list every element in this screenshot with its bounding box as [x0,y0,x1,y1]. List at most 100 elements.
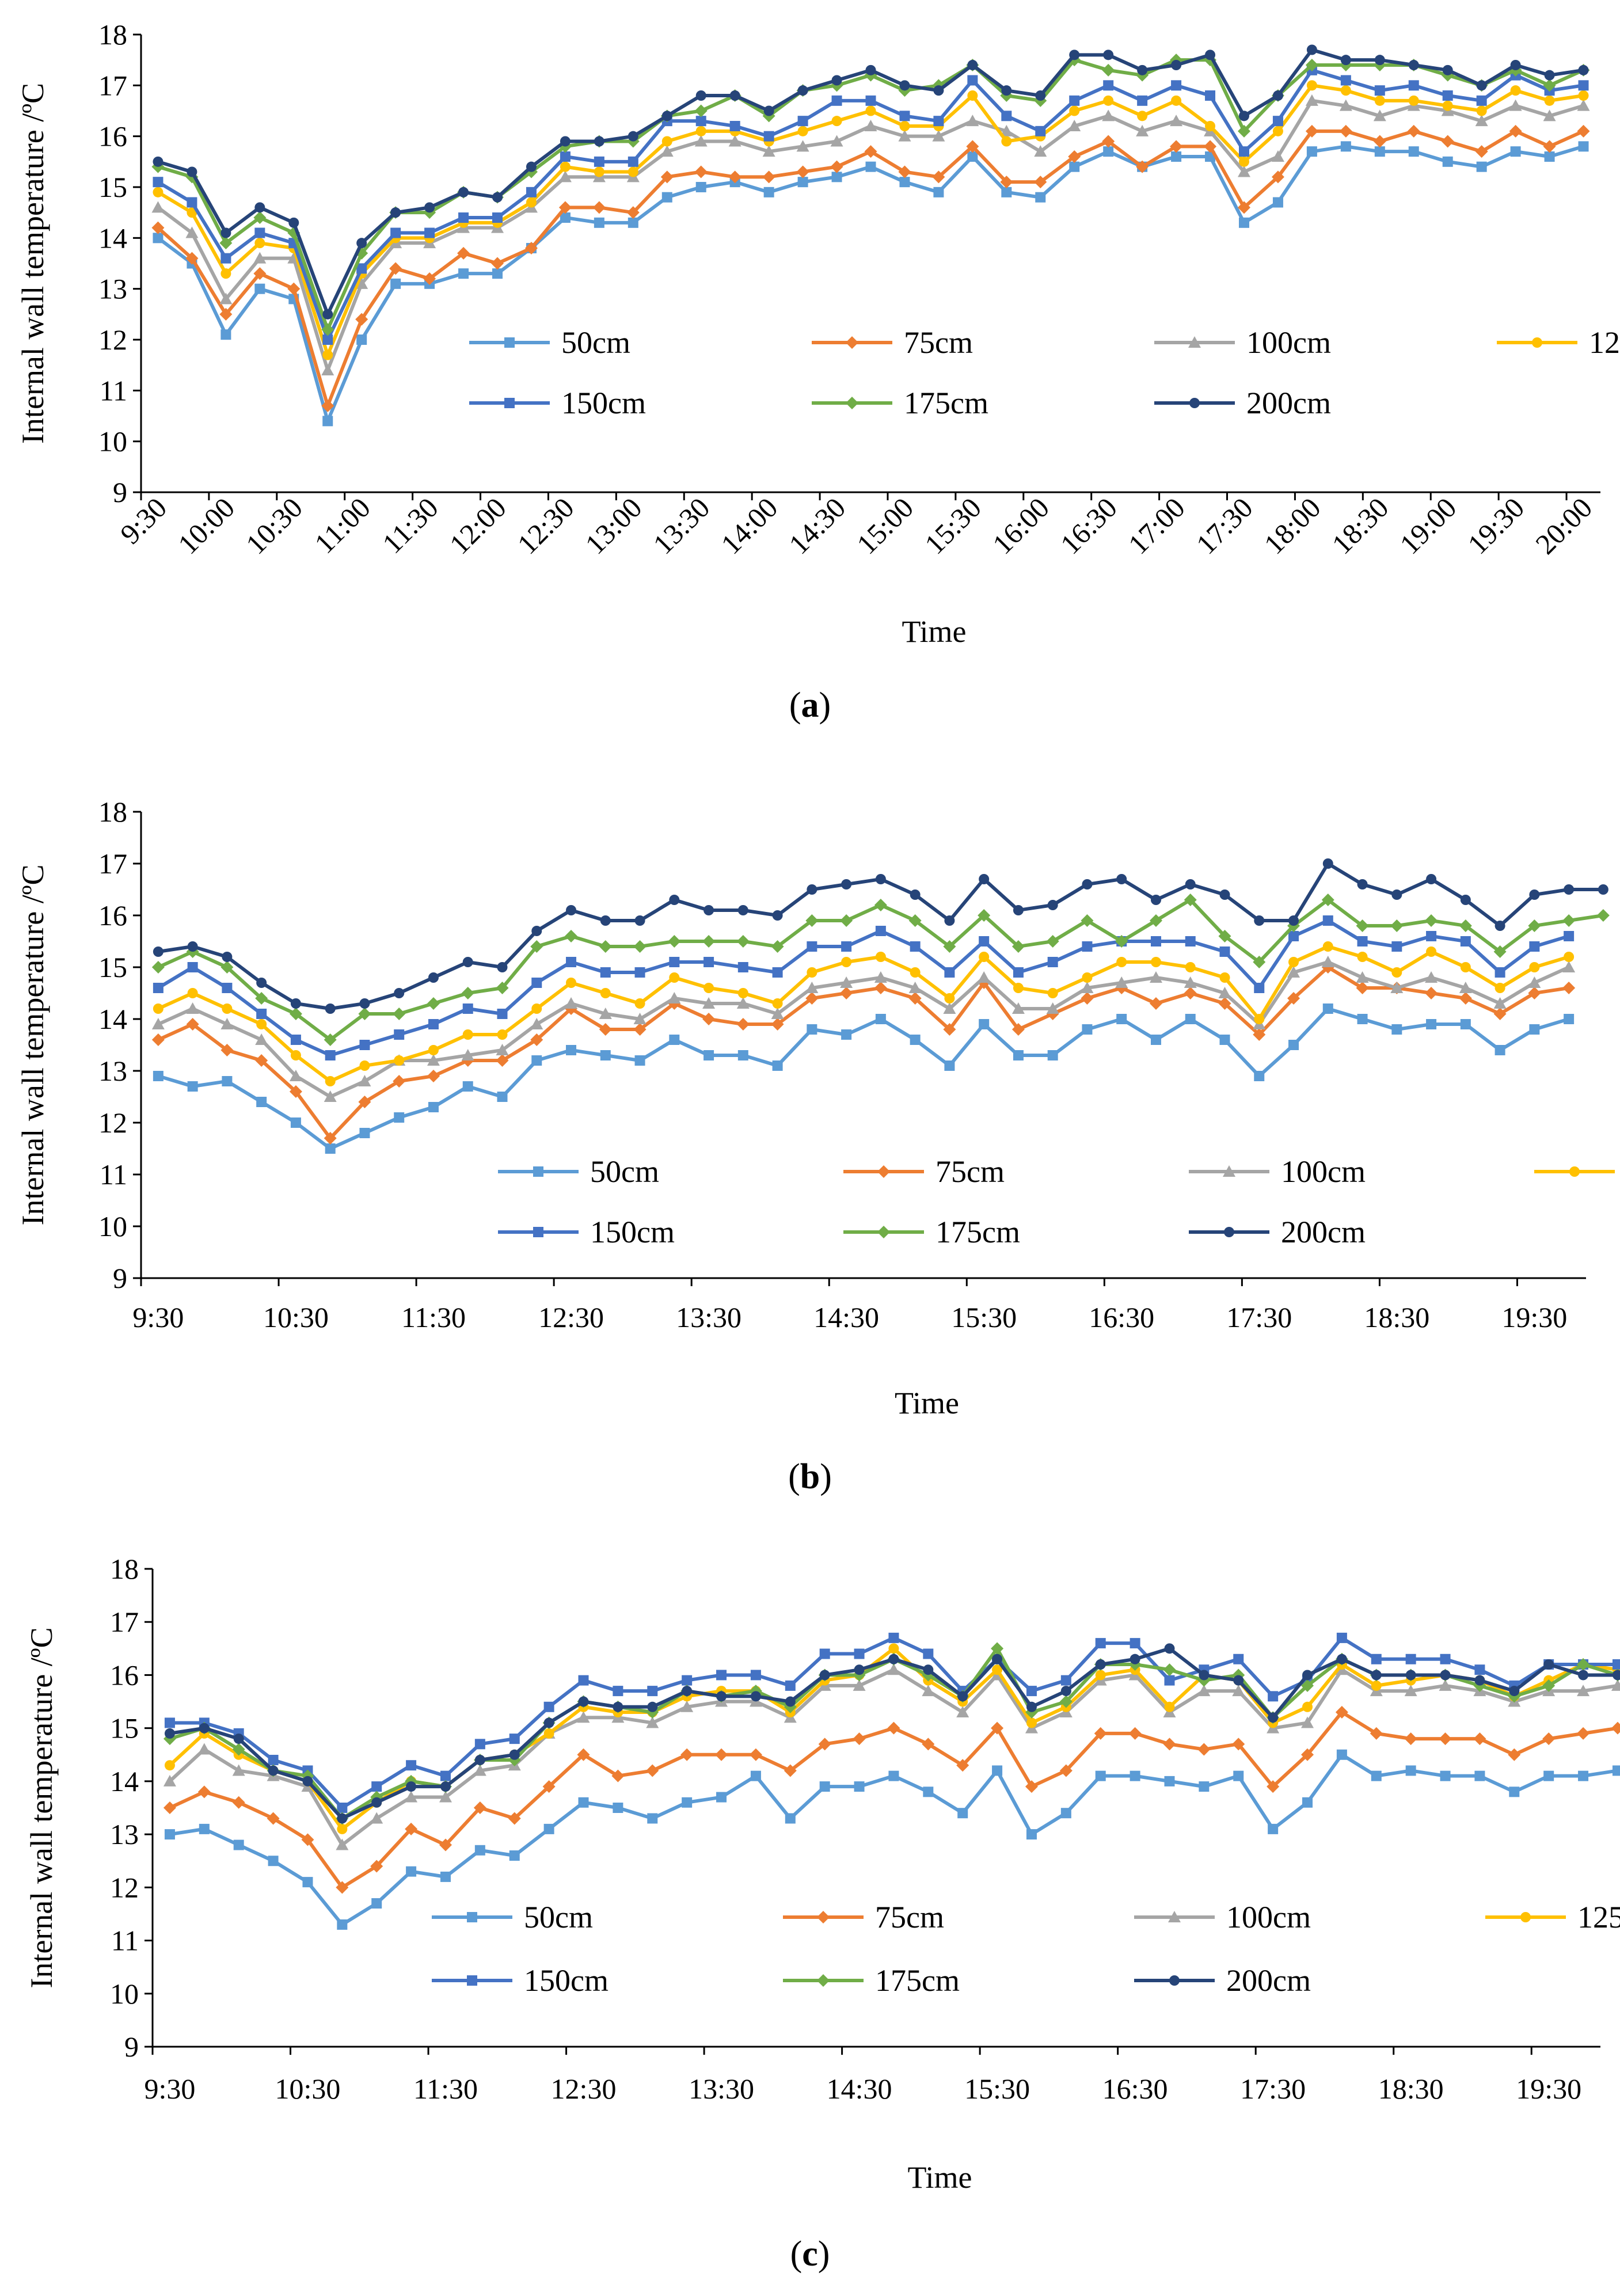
data-point [600,1050,611,1060]
data-point [1095,1770,1106,1781]
data-point [967,75,978,86]
data-point [628,156,638,167]
data-point [1233,1675,1244,1686]
data-point [394,1112,405,1123]
y-tick-label: 17 [98,847,127,880]
data-point [819,1670,830,1681]
data-point [1441,135,1454,148]
data-point [1357,952,1368,962]
data-point [1370,1727,1383,1740]
data-point [875,926,886,936]
data-point [1046,1002,1059,1014]
data-point [560,136,571,147]
data-point [356,238,367,249]
data-point [957,1691,968,1702]
data-point [600,915,611,926]
data-point [1271,170,1284,184]
legend-item-175cm: 175cm [783,1963,960,1998]
data-point [406,1781,417,1792]
data-point [1238,111,1249,121]
data-point [613,1701,623,1712]
data-point [1185,936,1196,946]
data-point [322,416,333,427]
data-point [1425,971,1438,983]
data-point [1170,115,1183,127]
data-point [1391,1024,1402,1035]
data-point [458,212,469,223]
data-point [1103,95,1114,106]
data-point [888,1632,899,1643]
data-point [1440,1670,1451,1681]
data-point [531,926,542,936]
data-point [888,1770,899,1781]
data-point [592,201,606,214]
data-point [1493,945,1507,958]
data-point [1060,1686,1071,1697]
data-point [1268,1712,1279,1723]
data-point [497,962,508,972]
data-point [772,967,783,978]
data-point [458,268,469,279]
data-point [1340,75,1351,86]
legend-item-100cm: 100cm [1189,1154,1366,1189]
data-point [1301,1748,1314,1761]
data-point [1373,135,1386,148]
legend: 50cm 75cm 100cm 125cm 150cm 175cm 200cm [469,325,1620,420]
data-point [682,1686,693,1697]
data-point [1137,95,1148,106]
chart-b: 9 10 11 12 13 14 15 16 17 18 9:30 10:30 11:30 12:30 13… [16,796,1615,1496]
data-point [253,267,267,280]
data-point [1374,55,1385,66]
legend-item-75cm: 75cm [843,1154,1005,1189]
panel-label: (b) [788,1457,832,1496]
legend-item-200cm: 200cm [1154,386,1331,420]
data-point [289,1008,302,1020]
data-point [1185,1014,1196,1024]
data-point [797,177,808,188]
data-point [1407,124,1420,138]
data-point [910,889,921,900]
data-point [440,1781,451,1792]
data-point [1542,1679,1556,1692]
data-point [1408,80,1419,91]
legend-swatch-marker [817,1974,830,1987]
data-point [944,1060,955,1071]
data-point [324,1132,337,1145]
data-point [153,946,163,957]
data-point [978,971,991,983]
data-point [394,988,405,998]
data-point [1301,1679,1314,1692]
x-tick-label: 12:30 [551,2073,617,2105]
data-point [222,1003,233,1014]
data-point [703,983,714,993]
y-tick-label: 11 [111,1925,139,1957]
data-point [1544,70,1555,81]
legend-item-150cm: 150cm [498,1215,675,1249]
y-tick-label: 16 [98,899,127,932]
data-point [647,1813,658,1824]
data-point [1082,972,1093,983]
data-point [1082,879,1093,889]
data-point [1219,889,1230,900]
data-point [762,145,775,157]
data-point [253,211,267,224]
data-point [492,192,503,203]
x-tick-label: 17:00 [1122,491,1191,560]
data-point [1095,1670,1106,1681]
data-point [355,277,368,289]
data-point [797,116,808,127]
data-point [1095,1638,1106,1649]
data-point [325,1143,336,1154]
legend-item-125cm: 125cm [1485,1900,1620,1934]
data-point [1612,1765,1620,1776]
data-point [805,992,819,1005]
data-point [599,1023,612,1036]
data-point [702,1013,716,1025]
data-point [661,111,672,121]
series-line-150cm [157,919,1569,1057]
data-point [1205,90,1216,101]
data-point [1288,957,1299,967]
data-point [1335,1706,1348,1719]
data-point [737,988,748,998]
data-point [887,1721,900,1735]
